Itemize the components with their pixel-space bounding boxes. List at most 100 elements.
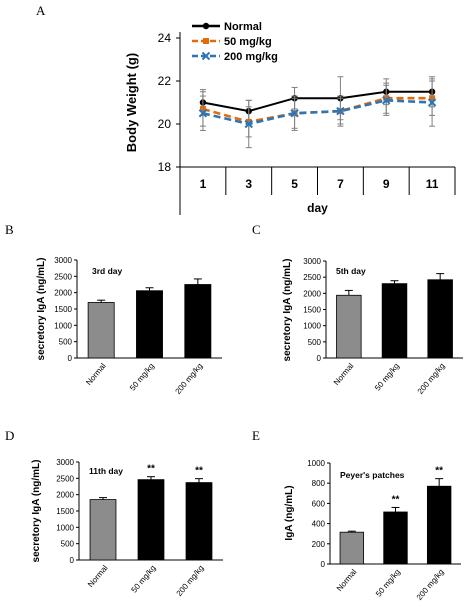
x-tick-label: 200 mg/kg	[416, 362, 447, 396]
panel-letter: D	[5, 428, 14, 443]
x-tick-label: 5	[291, 177, 298, 191]
x-tick-label: Normal	[332, 361, 356, 387]
bar	[336, 294, 362, 359]
y-tick-label: 22	[158, 74, 172, 88]
error-bar	[145, 287, 154, 291]
error-bar	[147, 476, 155, 480]
y-tick-label: 0	[317, 354, 322, 363]
y-tick-label: 2000	[54, 289, 72, 298]
legend-swatch-marker	[203, 38, 209, 44]
y-tick-label: 24	[158, 31, 172, 45]
panel-a-line-chart: A 18 20 22 24 1 3 5 7 9 11 day Body Weight (g) Normal…	[36, 3, 456, 215]
y-tick-label: 2000	[56, 491, 74, 500]
data-point	[198, 109, 208, 118]
y-tick-label: 600	[312, 499, 326, 508]
y-tick-label: 2000	[303, 289, 321, 298]
y-tick-label: 400	[312, 520, 326, 529]
error-bar	[195, 478, 203, 483]
x-tick-label: Normal	[335, 567, 359, 593]
y-axis-title: secretory IgA (ng/mL)	[282, 259, 293, 362]
bar	[383, 511, 408, 565]
y-tick-label: 500	[59, 338, 73, 347]
bar	[381, 283, 408, 359]
y-tick-label: 200	[312, 540, 326, 549]
y-axis-title: secretory IgA (ng/mL)	[36, 258, 47, 361]
y-tick-label: 2500	[303, 273, 321, 282]
error-bar	[99, 497, 107, 500]
x-axis-title: day	[307, 201, 328, 215]
bar	[89, 499, 117, 561]
x-tick-label: 200 mg/kg	[175, 564, 206, 598]
legend-label: 200 mg/kg	[224, 51, 278, 63]
panel-letter: A	[36, 3, 46, 18]
x-tick-label: Normal	[86, 563, 110, 589]
inset-title: 5th day	[336, 266, 366, 276]
x-tick-label: 11	[426, 177, 439, 191]
legend: Normal 50 mg/kg 200 mg/kg	[192, 21, 278, 63]
x-tick-label: 50 mg/kg	[128, 362, 156, 393]
y-tick-label: 500	[61, 540, 75, 549]
x-tick-label: 200 mg/kg	[173, 362, 204, 396]
bar	[184, 284, 212, 359]
x-tick-label: 50 mg/kg	[129, 564, 157, 595]
legend-swatch-marker	[202, 22, 210, 30]
y-tick-label: 1000	[303, 322, 321, 331]
bar	[137, 479, 165, 561]
y-tick-label: 1500	[56, 507, 74, 516]
y-tick-label: 2500	[56, 474, 74, 483]
error-bar	[435, 478, 444, 487]
error-bar	[390, 280, 399, 284]
y-tick-label: 800	[312, 479, 326, 488]
significance-marker: **	[195, 466, 203, 477]
y-tick-label: 1500	[303, 306, 321, 315]
y-tick-label: 3000	[56, 458, 74, 467]
inset-title: 11th day	[89, 466, 123, 476]
error-bar	[344, 289, 353, 296]
y-tick-label: 500	[308, 338, 322, 347]
legend-label: 50 mg/kg	[224, 36, 272, 48]
significance-marker: **	[147, 464, 155, 475]
inset-title: Peyer's patches	[340, 470, 405, 480]
legend-swatch-marker	[201, 51, 211, 61]
error-bar	[97, 299, 106, 303]
error-bar	[347, 530, 356, 533]
y-tick-label: 0	[70, 556, 75, 565]
x-tick-label: 7	[337, 177, 344, 191]
series-line	[202, 90, 433, 113]
panel-letter: B	[5, 222, 14, 237]
panel-letter: E	[252, 428, 260, 443]
data-point	[244, 119, 253, 129]
bar	[185, 482, 213, 561]
bar	[339, 531, 365, 565]
bar	[426, 485, 452, 565]
y-tick-label: 1000	[54, 321, 72, 330]
data-point	[427, 98, 437, 107]
error-bar	[193, 278, 202, 285]
y-tick-label: 1000	[307, 459, 325, 468]
panel-letter: C	[252, 222, 261, 237]
error-bar	[436, 273, 445, 280]
panel-c-bar-chart: C 0 500 1000 1500 2000 2500 3000 Normal 50 mg/kg 2…	[252, 222, 463, 396]
significance-marker: **	[435, 466, 443, 477]
x-tick-label: 9	[383, 177, 390, 191]
y-tick-label: 1000	[56, 523, 74, 532]
bar	[427, 279, 453, 359]
x-tick-label: 3	[245, 177, 252, 191]
series-line	[202, 96, 433, 124]
y-axis-title: secretory IgA (ng/mL)	[31, 460, 42, 563]
data-point	[336, 106, 345, 116]
significance-marker: **	[392, 494, 400, 505]
inset-title: 3rd day	[92, 266, 123, 276]
x-tick-label: 50 mg/kg	[373, 362, 401, 393]
bar	[87, 302, 115, 359]
y-tick-label: 3000	[303, 257, 321, 266]
panel-b-bar-chart: B 0 500 1000 1500 2000 2500 3000 Normal 50 mg/kg 2…	[5, 222, 222, 396]
x-tick-label: 50 mg/kg	[374, 568, 402, 599]
legend-label: Normal	[224, 21, 262, 33]
bar	[136, 290, 163, 359]
panel-e-bar-chart: E 0 200 400 600 800 1000 Normal ** 50 mg/kg ** 200 …	[252, 428, 461, 602]
data-point	[382, 96, 391, 105]
y-tick-label: 3000	[54, 256, 72, 265]
y-tick-label: 0	[321, 560, 326, 569]
